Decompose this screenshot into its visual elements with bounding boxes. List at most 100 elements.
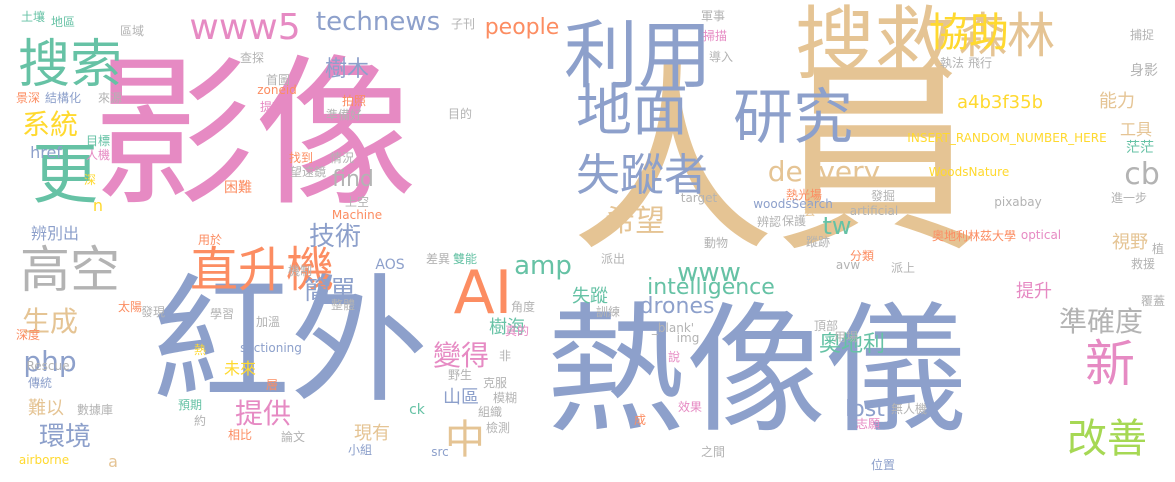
word-4: 搜救	[795, 0, 955, 91]
word-43: find	[332, 167, 374, 192]
word-38: people	[484, 15, 560, 40]
word-144: 預期	[177, 398, 203, 412]
word-124: 覆蓋	[1140, 294, 1166, 308]
word-3: 熱像儀	[545, 290, 967, 453]
word-32: 簡單	[303, 276, 357, 306]
word-76: n	[92, 196, 104, 215]
word-123: 整體	[330, 298, 356, 312]
word-97: 準備好	[325, 108, 363, 122]
word-63: zoneid	[257, 83, 297, 97]
word-113: 動物	[703, 236, 729, 250]
word-46: 身影	[1130, 63, 1158, 79]
word-126: 發現	[140, 305, 166, 319]
word-27: 生成	[21, 305, 79, 338]
word-131: 頂部	[813, 319, 839, 333]
word-7: 研究	[733, 83, 853, 153]
word-74: ck	[409, 402, 425, 418]
word-151: 論文	[280, 430, 306, 444]
word-152: 檢測	[485, 421, 511, 435]
word-37: 樹木	[324, 57, 370, 82]
word-142: 模糊	[492, 391, 518, 405]
word-135: 熱	[193, 343, 207, 357]
word-155: 小組	[347, 443, 373, 457]
word-88: 來源	[97, 91, 123, 105]
word-128: 加溫	[255, 315, 281, 329]
word-116: 差異	[425, 252, 451, 266]
word-100: 人機	[85, 148, 111, 162]
word-73: AOS	[375, 257, 405, 273]
word-28: php	[23, 345, 77, 378]
word-33: amp	[514, 251, 572, 281]
word-1: 人員	[570, 42, 980, 281]
word-42: 奧地利	[818, 332, 886, 357]
word-109: 進一步	[1110, 191, 1148, 205]
word-58: optical	[1020, 228, 1062, 242]
word-102: 情況	[329, 151, 355, 165]
word-118: 派出	[600, 252, 626, 266]
word-94: 飛行	[967, 56, 993, 70]
word-137: 說	[667, 350, 681, 364]
word-90: 首圖	[265, 73, 291, 87]
word-120: 派上	[890, 261, 916, 275]
word-139: 層	[265, 378, 279, 392]
word-19: 改善	[1067, 416, 1147, 462]
word-140: 野生	[447, 368, 473, 382]
word-17: technews	[315, 7, 441, 37]
word-50: 樹海	[489, 317, 525, 338]
word-98: 目的	[447, 107, 473, 121]
word-115: 植	[1151, 242, 1165, 256]
word-103: 望遠鏡	[289, 165, 327, 179]
word-95: 提高	[259, 100, 285, 114]
word-148: 約	[193, 414, 207, 428]
word-81: 地區	[50, 15, 76, 29]
word-156: 位置	[870, 458, 896, 472]
word-61: artificial	[849, 204, 899, 218]
word-92: 導入	[708, 50, 734, 64]
word-36: intelligence	[647, 275, 775, 300]
word-150: 相比	[227, 428, 253, 442]
word-54: 現有	[354, 423, 390, 444]
word-127: 學習	[209, 307, 235, 321]
word-35: tw	[822, 212, 852, 240]
word-87: 結構化	[44, 91, 82, 105]
word-56: WoodsNature	[928, 165, 1010, 179]
word-55: INSERT_RANDOM_NUMBER_HERE	[907, 131, 1107, 145]
word-89: 查探	[239, 51, 265, 65]
word-14: www5	[189, 7, 301, 48]
word-16: 協助	[929, 10, 1009, 56]
word-49: 提升	[1016, 281, 1052, 302]
word-132: 深度	[15, 328, 41, 342]
word-146: 效果	[677, 400, 703, 414]
word-85: 捕捉	[1129, 28, 1155, 42]
word-59: pixabay	[994, 195, 1042, 209]
word-53: 難以	[28, 398, 64, 419]
word-66: Machine	[331, 208, 383, 222]
word-0: 影像	[93, 41, 417, 229]
word-83: 子刊	[450, 17, 476, 31]
word-125: 太陽	[117, 300, 143, 314]
word-20: 中	[445, 417, 485, 463]
word-75: a	[108, 452, 118, 471]
word-154: 之間	[700, 445, 726, 459]
word-29: 環境	[38, 422, 92, 452]
word-21: 準確度	[1058, 305, 1144, 338]
word-23: delivery	[767, 155, 881, 188]
word-26: 技術	[308, 222, 362, 252]
word-130: 訓練	[595, 305, 621, 319]
word-134: 用場	[833, 330, 859, 344]
word-70: img	[676, 331, 700, 345]
word-147: 無人機	[890, 402, 928, 416]
word-104: 深	[83, 173, 97, 187]
word-99: 目標	[85, 134, 111, 148]
word-65: sectioning	[240, 341, 302, 355]
word-15: 失蹤者	[576, 150, 708, 201]
word-51: 失蹤	[572, 286, 608, 307]
word-52: 山區	[443, 387, 479, 408]
word-106: 熱光場	[785, 188, 823, 202]
word-67: Rescue	[26, 359, 70, 373]
word-101: 找到	[288, 151, 314, 165]
word-45: 工具	[1119, 120, 1153, 139]
word-69: _blank'	[651, 321, 695, 335]
word-40: drones	[639, 294, 715, 319]
word-91: 掃描	[702, 29, 728, 43]
